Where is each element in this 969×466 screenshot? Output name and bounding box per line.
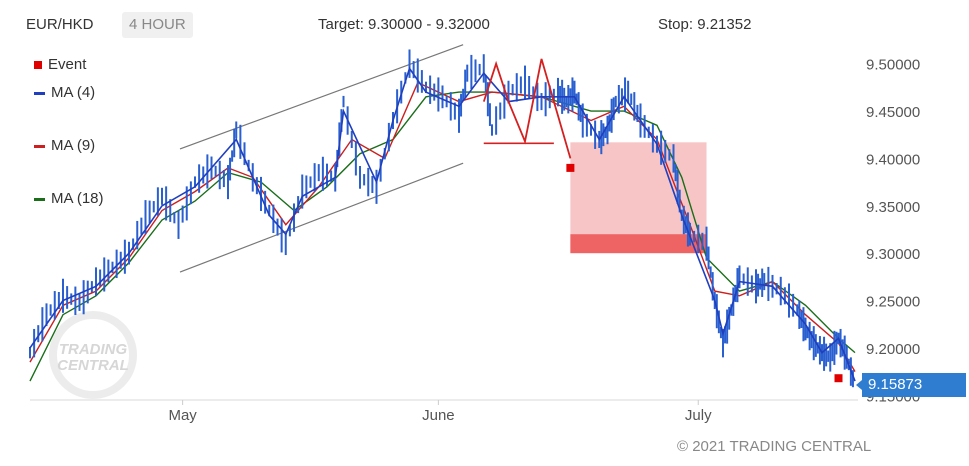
y-tick-label: 9.30000 (866, 246, 920, 263)
legend-label: MA (9) (51, 137, 96, 154)
x-tick-label: June (422, 407, 455, 424)
ma18-series (29, 91, 856, 382)
y-tick-label: 9.25000 (866, 294, 920, 311)
legend-ma9: MA (9) (34, 137, 95, 154)
line-swatch-icon (34, 197, 45, 201)
last-price-tag: 9.15873 (862, 373, 966, 397)
event-marker (834, 374, 843, 383)
x-tick-label: May (168, 407, 197, 424)
line-swatch-icon (34, 91, 45, 95)
stop-label: Stop: 9.21352 (658, 16, 752, 33)
event-marker-icon (34, 61, 42, 70)
timeframe-badge[interactable]: 4 HOUR (122, 12, 193, 38)
target-label: Target: 9.30000 - 9.32000 (318, 16, 490, 33)
legend-event: Event (34, 56, 86, 73)
legend-ma18: MA (18) (34, 190, 104, 207)
svg-text:TRADING: TRADING (59, 341, 128, 358)
channel-lower-line (179, 162, 464, 273)
y-tick-label: 9.45000 (866, 104, 920, 121)
pattern-zigzag (482, 58, 572, 159)
y-tick-label: 9.20000 (866, 341, 920, 358)
legend-label: MA (4) (51, 84, 96, 101)
target-band (570, 234, 707, 254)
y-tick-label: 9.40000 (866, 151, 920, 168)
ma4-series (29, 66, 856, 382)
y-tick-label: 9.35000 (866, 199, 920, 216)
watermark-logo: TRADING CENTRAL (49, 311, 137, 399)
price-tag-pointer-icon (856, 380, 862, 390)
copyright-text: © 2021 TRADING CENTRAL (677, 438, 872, 455)
legend-ma4: MA (4) (34, 84, 95, 101)
y-tick-label: 9.50000 (866, 57, 920, 74)
line-swatch-icon (34, 144, 45, 148)
legend-label: MA (18) (51, 190, 104, 207)
x-tick-label: July (685, 407, 712, 424)
legend-label: Event (48, 56, 87, 73)
svg-text:CENTRAL: CENTRAL (57, 357, 129, 374)
event-marker (566, 163, 575, 172)
channel-upper-line (179, 44, 464, 150)
ma9-series (29, 81, 856, 372)
symbol-label: EUR/HKD (26, 16, 94, 33)
